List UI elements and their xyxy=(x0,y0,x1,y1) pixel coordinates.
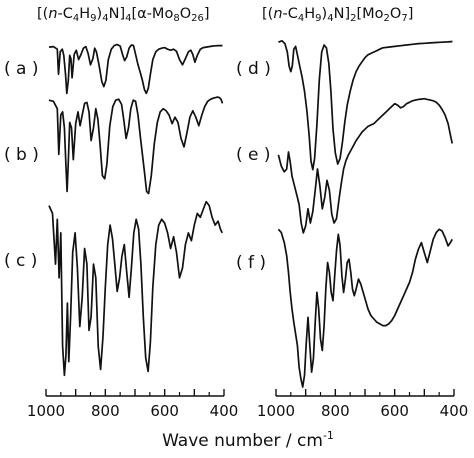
spectrum-line xyxy=(48,200,223,377)
title-part: 4 xyxy=(72,13,80,24)
x-tick-label: 600 xyxy=(150,402,179,420)
title-part: 4 xyxy=(102,13,109,24)
title-part: -C xyxy=(282,6,298,22)
title-part: n xyxy=(273,6,283,22)
title-part: n xyxy=(48,6,58,22)
title-part: 2 xyxy=(350,13,357,24)
x-tick-label: 800 xyxy=(321,402,350,420)
title-part: -C xyxy=(57,6,73,22)
x-tick-label: 400 xyxy=(440,402,469,420)
series-label: ( b ) xyxy=(4,145,39,165)
x-tick-label: 1000 xyxy=(257,402,295,420)
title-part: N] xyxy=(333,6,351,22)
title-part: [( xyxy=(262,6,274,22)
title-part: H xyxy=(304,6,316,22)
chart-title-right: [(n-C4H9)4N]2[Mo2O7] xyxy=(262,6,414,24)
x-tick-label: 800 xyxy=(91,402,120,420)
spectrum-line xyxy=(277,228,453,388)
title-part: O xyxy=(389,6,402,22)
series-label: ( f ) xyxy=(236,253,266,273)
title-part: 9 xyxy=(90,13,97,24)
chart-title-left: [(n-C4H9)4N]4[α-Mo8O26] xyxy=(37,6,210,24)
title-part: 7 xyxy=(401,13,408,24)
series-label: ( d ) xyxy=(236,59,271,79)
title-part: 4 xyxy=(297,13,305,24)
series-label: ( c ) xyxy=(4,251,37,271)
title-part: 8 xyxy=(173,13,180,24)
title-part: N] xyxy=(108,6,126,22)
title-part: ] xyxy=(407,6,414,22)
series-label: ( e ) xyxy=(236,145,271,165)
spectrum-line xyxy=(48,43,223,95)
title-part: O xyxy=(179,6,192,22)
title-part: 4 xyxy=(327,13,334,24)
panel-left: 1000 800 600 400 ( a ) ( b ) ( c ) xyxy=(4,43,239,420)
x-tick-label: 400 xyxy=(210,402,239,420)
title-part: [( xyxy=(37,6,49,22)
title-part: [α-Mo xyxy=(131,6,174,22)
title-part: H xyxy=(79,6,91,22)
title-part: 4 xyxy=(125,13,132,24)
x-axis-label: Wave number / cm-1 xyxy=(162,429,334,451)
panel-right: 1000 800 600 400 ( d ) ( e ) ( f ) xyxy=(236,39,469,420)
spectrum-line xyxy=(48,96,224,195)
title-part: ) xyxy=(96,6,103,22)
x-tick-label: 1000 xyxy=(27,402,65,420)
title-part: 2 xyxy=(383,13,390,24)
title-part: ) xyxy=(321,6,328,22)
series-label: ( a ) xyxy=(4,59,39,79)
spectrum-line xyxy=(278,39,453,171)
x-tick-label: 600 xyxy=(380,402,409,420)
title-part: 9 xyxy=(315,13,322,24)
title-part: ] xyxy=(203,6,210,22)
title-part: 26 xyxy=(191,13,204,24)
spectrum-line xyxy=(277,97,454,234)
title-part: [Mo xyxy=(356,6,384,22)
